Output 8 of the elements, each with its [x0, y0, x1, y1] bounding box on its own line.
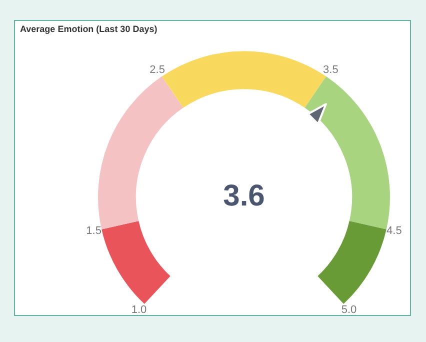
- text: 2.5: [150, 64, 165, 76]
- text: 4.5: [386, 225, 402, 238]
- text: 3.6: [223, 179, 265, 212]
- text: 5.0: [341, 304, 357, 316]
- chart-title: Average Emotion (Last 30 Days): [20, 24, 158, 34]
- text: 3.5: [323, 64, 338, 76]
- text: 1.5: [86, 225, 102, 238]
- text: 1.0: [131, 304, 147, 316]
